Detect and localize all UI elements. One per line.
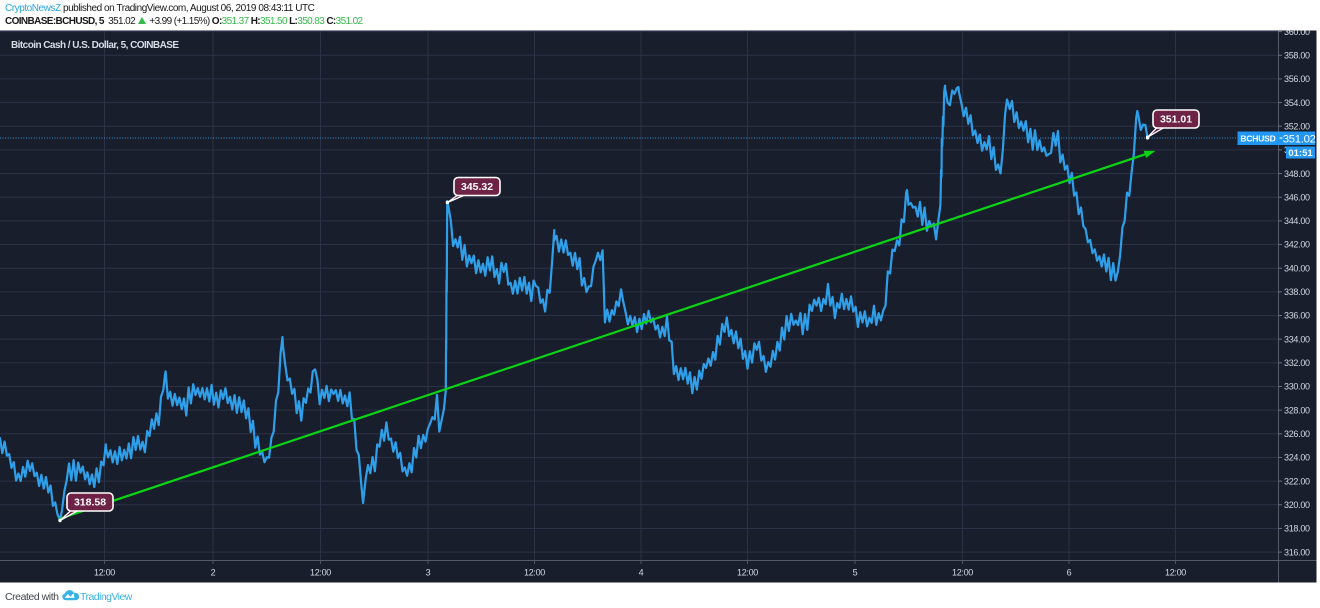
- svg-text:6: 6: [1067, 568, 1072, 578]
- svg-text:4: 4: [639, 568, 644, 578]
- svg-text:316.00: 316.00: [1284, 547, 1310, 557]
- svg-text:318.00: 318.00: [1284, 524, 1310, 534]
- svg-text:12:00: 12:00: [737, 568, 758, 578]
- svg-text:332.00: 332.00: [1284, 358, 1310, 368]
- svg-text:5: 5: [853, 568, 858, 578]
- svg-text:330.00: 330.00: [1284, 382, 1310, 392]
- svg-text:Bitcoin Cash / U.S. Dollar, 5,: Bitcoin Cash / U.S. Dollar, 5, COINBASE: [11, 40, 179, 51]
- svg-text:12:00: 12:00: [1165, 568, 1186, 578]
- svg-text:12:00: 12:00: [94, 568, 115, 578]
- svg-text:2: 2: [211, 568, 216, 578]
- svg-text:356.00: 356.00: [1284, 74, 1310, 84]
- svg-text:360.00: 360.00: [1284, 27, 1310, 37]
- svg-text:326.00: 326.00: [1284, 429, 1310, 439]
- svg-text:344.00: 344.00: [1284, 216, 1310, 226]
- svg-text:324.00: 324.00: [1284, 453, 1310, 463]
- svg-text:328.00: 328.00: [1284, 405, 1310, 415]
- svg-text:351.02: 351.02: [1283, 133, 1316, 145]
- svg-text:BCHUSD: BCHUSD: [1240, 134, 1275, 144]
- svg-text:01:51: 01:51: [1288, 148, 1313, 159]
- svg-text:342.00: 342.00: [1284, 240, 1310, 250]
- svg-text:318.58: 318.58: [74, 497, 106, 509]
- svg-text:12:00: 12:00: [310, 568, 331, 578]
- svg-text:354.00: 354.00: [1284, 98, 1310, 108]
- svg-text:351.01: 351.01: [1160, 114, 1192, 126]
- svg-text:340.00: 340.00: [1284, 263, 1310, 273]
- svg-text:345.32: 345.32: [461, 181, 493, 193]
- svg-text:358.00: 358.00: [1284, 50, 1310, 60]
- svg-text:352.00: 352.00: [1284, 121, 1310, 131]
- svg-text:348.00: 348.00: [1284, 169, 1310, 179]
- svg-text:346.00: 346.00: [1284, 192, 1310, 202]
- svg-text:12:00: 12:00: [524, 568, 545, 578]
- svg-text:322.00: 322.00: [1284, 476, 1310, 486]
- svg-text:320.00: 320.00: [1284, 500, 1310, 510]
- svg-text:12:00: 12:00: [952, 568, 973, 578]
- svg-text:336.00: 336.00: [1284, 311, 1310, 321]
- svg-text:338.00: 338.00: [1284, 287, 1310, 297]
- svg-text:3: 3: [426, 568, 431, 578]
- svg-text:334.00: 334.00: [1284, 334, 1310, 344]
